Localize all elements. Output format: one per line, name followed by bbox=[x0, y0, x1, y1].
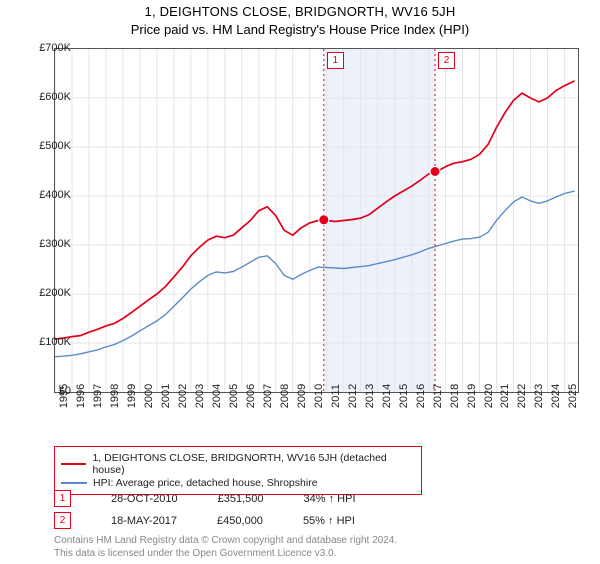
x-tick-label: 2025 bbox=[567, 384, 579, 408]
y-tick-label: £100K bbox=[39, 336, 71, 348]
title-line-1: 1, DEIGHTONS CLOSE, BRIDGNORTH, WV16 5JH bbox=[0, 4, 600, 19]
y-tick-label: £600K bbox=[39, 91, 71, 103]
legend: 1, DEIGHTONS CLOSE, BRIDGNORTH, WV16 5JH… bbox=[54, 446, 422, 495]
legend-text: HPI: Average price, detached house, Shro… bbox=[93, 477, 318, 489]
sale-price: £351,500 bbox=[218, 493, 264, 505]
chart-plot-area bbox=[54, 48, 579, 393]
sale-date: 18-MAY-2017 bbox=[111, 515, 177, 527]
x-tick-label: 2018 bbox=[449, 384, 461, 408]
x-tick-label: 2024 bbox=[550, 384, 562, 408]
legend-swatch bbox=[61, 482, 87, 484]
x-tick-label: 2002 bbox=[177, 384, 189, 408]
x-tick-label: 2003 bbox=[194, 384, 206, 408]
x-tick-label: 1998 bbox=[109, 384, 121, 408]
y-tick-label: £700K bbox=[39, 42, 71, 54]
x-tick-label: 2015 bbox=[398, 384, 410, 408]
chart-svg bbox=[55, 49, 578, 392]
sale-date: 28-OCT-2010 bbox=[111, 493, 178, 505]
x-tick-label: 2020 bbox=[483, 384, 495, 408]
sale-marker: 1 bbox=[54, 490, 71, 507]
chart-sale-marker: 1 bbox=[327, 52, 344, 69]
x-tick-label: 2005 bbox=[228, 384, 240, 408]
footer-line-2: This data is licensed under the Open Gov… bbox=[54, 548, 397, 561]
y-tick-label: £200K bbox=[39, 287, 71, 299]
y-tick-label: £400K bbox=[39, 189, 71, 201]
x-tick-label: 2019 bbox=[466, 384, 478, 408]
x-tick-label: 2016 bbox=[415, 384, 427, 408]
x-tick-label: 1995 bbox=[58, 384, 70, 408]
sale-price: £450,000 bbox=[217, 515, 263, 527]
x-tick-label: 1996 bbox=[75, 384, 87, 408]
x-tick-label: 2021 bbox=[499, 384, 511, 408]
x-tick-label: 2014 bbox=[381, 384, 393, 408]
sale-row: 1 28-OCT-2010 £351,500 34% ↑ HPI bbox=[54, 490, 356, 507]
title-line-2: Price paid vs. HM Land Registry's House … bbox=[0, 22, 600, 37]
x-tick-label: 1999 bbox=[126, 384, 138, 408]
x-tick-label: 2000 bbox=[143, 384, 155, 408]
x-tick-label: 2008 bbox=[279, 384, 291, 408]
x-tick-label: 2013 bbox=[364, 384, 376, 408]
y-tick-label: £500K bbox=[39, 140, 71, 152]
legend-item: 1, DEIGHTONS CLOSE, BRIDGNORTH, WV16 5JH… bbox=[61, 452, 415, 476]
x-tick-label: 2001 bbox=[160, 384, 172, 408]
legend-swatch bbox=[61, 463, 86, 465]
footer: Contains HM Land Registry data © Crown c… bbox=[54, 535, 397, 560]
sale-delta: 34% ↑ HPI bbox=[304, 493, 356, 505]
x-tick-label: 2004 bbox=[211, 384, 223, 408]
chart-sale-marker: 2 bbox=[438, 52, 455, 69]
x-tick-label: 2006 bbox=[245, 384, 257, 408]
x-tick-label: 2009 bbox=[296, 384, 308, 408]
x-tick-label: 2012 bbox=[347, 384, 359, 408]
x-tick-label: 2022 bbox=[516, 384, 528, 408]
x-tick-label: 1997 bbox=[92, 384, 104, 408]
x-tick-label: 2017 bbox=[432, 384, 444, 408]
sale-delta: 55% ↑ HPI bbox=[303, 515, 355, 527]
x-tick-label: 2010 bbox=[313, 384, 325, 408]
x-tick-label: 2011 bbox=[330, 384, 342, 408]
y-tick-label: £300K bbox=[39, 238, 71, 250]
sale-marker: 2 bbox=[54, 512, 71, 529]
footer-line-1: Contains HM Land Registry data © Crown c… bbox=[54, 535, 397, 548]
x-tick-label: 2007 bbox=[262, 384, 274, 408]
legend-item: HPI: Average price, detached house, Shro… bbox=[61, 477, 415, 489]
x-tick-label: 2023 bbox=[533, 384, 545, 408]
legend-text: 1, DEIGHTONS CLOSE, BRIDGNORTH, WV16 5JH… bbox=[92, 452, 415, 476]
sale-row: 2 18-MAY-2017 £450,000 55% ↑ HPI bbox=[54, 512, 355, 529]
chart-titles: 1, DEIGHTONS CLOSE, BRIDGNORTH, WV16 5JH… bbox=[0, 4, 600, 37]
